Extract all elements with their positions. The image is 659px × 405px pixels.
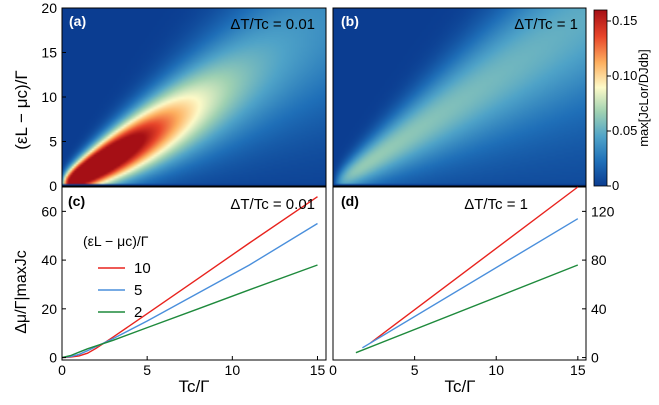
legend-label-10: 10 [134,260,151,277]
panel-b: (b) ΔT/Tc = 1 [332,7,587,187]
panel-c-legend: 10 5 2 [98,260,151,321]
panel-a-label: (a) [69,13,86,29]
ytick-label: 15 [41,45,57,61]
series-line-2 [355,264,579,354]
ytick-label: 80 [591,252,607,268]
panel-a-ylabel: (εL − μc)/Γ [12,70,31,149]
xtick-label: 15 [570,362,586,378]
ytick-label: 0 [49,178,57,194]
panel-a: (a) ΔT/Tc = 0.01 0 5 10 15 20 (εL − μc)/Γ [12,0,327,194]
panel-b-label: (b) [341,13,359,29]
ytick-label: 20 [41,301,57,317]
panel-d-annotation: ΔT/Tc = 1 [464,196,528,213]
ytick-label: 0 [591,350,599,366]
legend-title: (εL − μc)/Γ [83,233,149,249]
colorbar-tick-label: 0 [612,178,619,193]
colorbar-tick-label: 0.10 [612,68,637,83]
xtick-label: 10 [225,362,241,378]
colorbar-ticks: 0 0.05 0.10 0.15 [607,13,637,193]
xtick-label: 15 [310,362,326,378]
panel-c: 0 5 10 15 0 20 40 60 (c) ΔT/Tc = 0.01 (εL − μc)… [13,186,327,396]
colorbar-label: max[JcLor/DJdb] [636,49,651,147]
panel-b-frame [332,7,587,187]
ytick-label: 120 [591,203,615,219]
series-line-10 [370,186,579,344]
xtick-label: 0 [329,362,337,378]
ytick-label: 60 [41,203,57,219]
xtick-label: 5 [143,362,151,378]
ytick-label: 20 [41,0,57,16]
panel-c-annotation: ΔT/Tc = 0.01 [230,196,315,213]
colorbar-tick-label: 0.05 [612,123,637,138]
heatmap-b-image [333,8,586,186]
panel-d-axes: 0 5 10 15 0 40 80 120 [329,203,614,378]
legend-label-2: 2 [134,304,142,321]
series-line-2 [61,264,318,359]
panel-c-xlabel: Tc/Γ [178,377,209,396]
colorbar-tick-label: 0.15 [612,13,637,28]
series-line-5 [362,218,579,349]
heatmap-a-image [62,8,326,186]
ytick-label: 40 [41,252,57,268]
panel-d-plot [355,186,579,354]
ytick-label: 10 [41,89,57,105]
panel-d: 0 5 10 15 0 40 80 120 (d) ΔT/Tc = 1 Tc/Γ [329,186,615,396]
ytick-label: 5 [49,134,57,150]
xtick-label: 5 [411,362,419,378]
legend-label-5: 5 [134,282,142,299]
xtick-label: 10 [488,362,504,378]
panel-d-label: (d) [341,193,359,209]
panel-d-xlabel: Tc/Γ [444,377,475,396]
panel-c-label: (c) [68,193,85,209]
panel-c-ylabel: Δμ/Γ|maxJc [13,250,30,334]
colorbar-gradient [593,9,608,187]
panel-a-annotation: ΔT/Tc = 0.01 [230,16,315,33]
colorbar: 0 0.05 0.10 0.15 max[JcLor/DJdb] [593,9,651,193]
panel-c-plot [61,196,318,359]
panel-d-frame [332,186,587,361]
panel-c-axes: 0 5 10 15 0 20 40 60 [41,203,325,378]
ytick-label: 40 [591,301,607,317]
xtick-label: 0 [58,362,66,378]
panel-a-yticks: 0 5 10 15 20 [41,0,66,194]
panel-c-frame [61,186,327,361]
ytick-label: 0 [49,350,57,366]
panel-b-annotation: ΔT/Tc = 1 [514,16,578,33]
